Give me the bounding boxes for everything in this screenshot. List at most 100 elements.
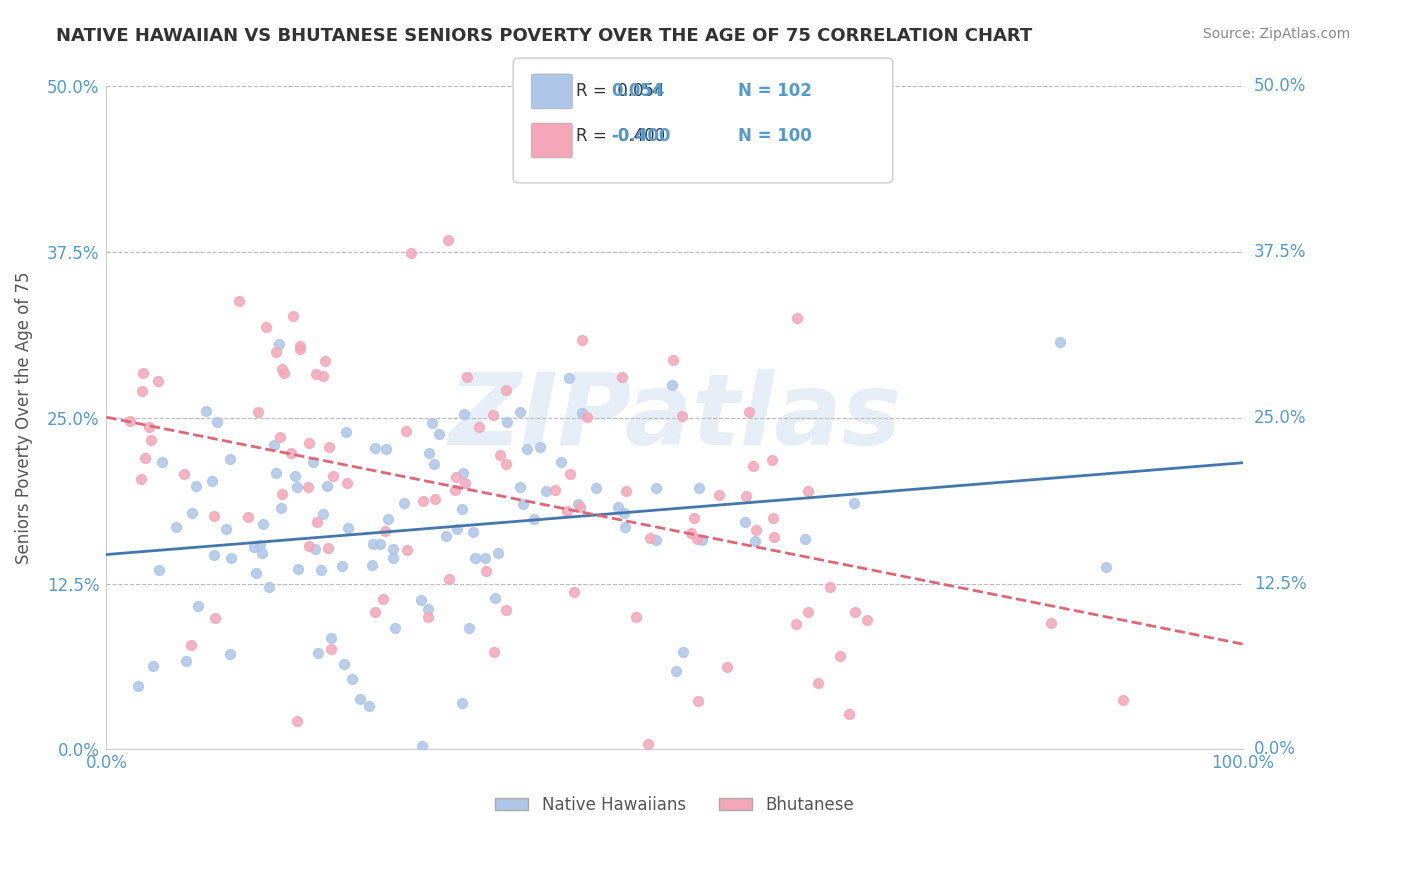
Bhutanese (395, 543, 418, 558)
Native Hawaiians (309, 563, 332, 577)
Native Hawaiians (205, 415, 228, 429)
Bhutanese (474, 564, 496, 578)
Bhutanese (146, 374, 169, 388)
Text: 0.054: 0.054 (612, 82, 664, 100)
Bhutanese (202, 509, 225, 524)
Native Hawaiians (333, 657, 356, 671)
Native Hawaiians (219, 647, 242, 661)
Text: 50.0%: 50.0% (1254, 78, 1306, 95)
Bhutanese (280, 446, 302, 460)
Native Hawaiians (794, 533, 817, 547)
Bhutanese (571, 333, 593, 347)
Native Hawaiians (384, 621, 406, 635)
Bhutanese (298, 539, 321, 553)
Native Hawaiians (644, 481, 666, 495)
Native Hawaiians (195, 404, 218, 418)
Native Hawaiians (127, 680, 149, 694)
Bhutanese (444, 469, 467, 483)
Bhutanese (1040, 615, 1063, 630)
Native Hawaiians (218, 451, 240, 466)
Native Hawaiians (336, 521, 359, 535)
Bhutanese (1112, 693, 1135, 707)
Native Hawaiians (474, 550, 496, 565)
Text: R = -0.400: R = -0.400 (576, 127, 665, 145)
Native Hawaiians (252, 517, 274, 532)
Native Hawaiians (359, 698, 381, 713)
Bhutanese (575, 409, 598, 424)
Native Hawaiians (484, 591, 506, 605)
Native Hawaiians (304, 541, 326, 556)
Native Hawaiians (645, 533, 668, 548)
Native Hawaiians (613, 520, 636, 534)
Native Hawaiians (340, 673, 363, 687)
Bhutanese (444, 483, 467, 497)
Bhutanese (614, 484, 637, 499)
Native Hawaiians (165, 520, 187, 534)
Native Hawaiians (512, 497, 534, 511)
Native Hawaiians (287, 562, 309, 576)
Bhutanese (132, 366, 155, 380)
Native Hawaiians (219, 551, 242, 566)
Text: N = 100: N = 100 (738, 127, 811, 145)
Bhutanese (254, 319, 277, 334)
Native Hawaiians (301, 455, 323, 469)
Bhutanese (662, 353, 685, 368)
Bhutanese (716, 660, 738, 674)
Native Hawaiians (661, 377, 683, 392)
Text: ZIPatlas: ZIPatlas (449, 369, 901, 467)
Text: Source: ZipAtlas.com: Source: ZipAtlas.com (1202, 27, 1350, 41)
Native Hawaiians (361, 537, 384, 551)
Text: N = 102: N = 102 (738, 82, 813, 100)
Bhutanese (141, 433, 163, 447)
Native Hawaiians (243, 540, 266, 554)
Native Hawaiians (377, 512, 399, 526)
Bhutanese (786, 311, 808, 326)
Native Hawaiians (321, 632, 343, 646)
Native Hawaiians (215, 522, 238, 536)
Native Hawaiians (418, 446, 440, 460)
Bhutanese (273, 366, 295, 380)
Bhutanese (482, 408, 505, 422)
Native Hawaiians (187, 599, 209, 613)
Bhutanese (818, 581, 841, 595)
Native Hawaiians (509, 480, 531, 494)
Native Hawaiians (842, 496, 865, 510)
Bhutanese (454, 475, 477, 490)
Native Hawaiians (516, 442, 538, 456)
Bhutanese (761, 452, 783, 467)
Text: 37.5%: 37.5% (1254, 244, 1306, 261)
Bhutanese (640, 531, 662, 545)
Bhutanese (373, 591, 395, 606)
Bhutanese (482, 645, 505, 659)
Bhutanese (318, 440, 340, 454)
Native Hawaiians (464, 551, 486, 566)
Native Hawaiians (263, 438, 285, 452)
Bhutanese (288, 342, 311, 356)
Text: R =  0.054: R = 0.054 (576, 82, 665, 100)
Native Hawaiians (688, 481, 710, 495)
Bhutanese (416, 610, 439, 624)
Native Hawaiians (330, 558, 353, 573)
Bhutanese (830, 648, 852, 663)
Bhutanese (138, 419, 160, 434)
Bhutanese (180, 638, 202, 652)
Bhutanese (270, 486, 292, 500)
Native Hawaiians (744, 533, 766, 548)
Native Hawaiians (270, 501, 292, 516)
Native Hawaiians (613, 507, 636, 521)
Native Hawaiians (1049, 334, 1071, 349)
Bhutanese (683, 510, 706, 524)
Text: 0.0%: 0.0% (1254, 740, 1296, 758)
Native Hawaiians (285, 480, 308, 494)
Native Hawaiians (142, 659, 165, 673)
Bhutanese (425, 492, 447, 507)
Bhutanese (364, 606, 387, 620)
Native Hawaiians (382, 541, 405, 556)
Bhutanese (247, 405, 270, 419)
Native Hawaiians (461, 524, 484, 539)
Bhutanese (558, 467, 581, 481)
Bhutanese (131, 384, 153, 399)
Native Hawaiians (202, 548, 225, 562)
Bhutanese (797, 483, 820, 498)
Native Hawaiians (734, 516, 756, 530)
